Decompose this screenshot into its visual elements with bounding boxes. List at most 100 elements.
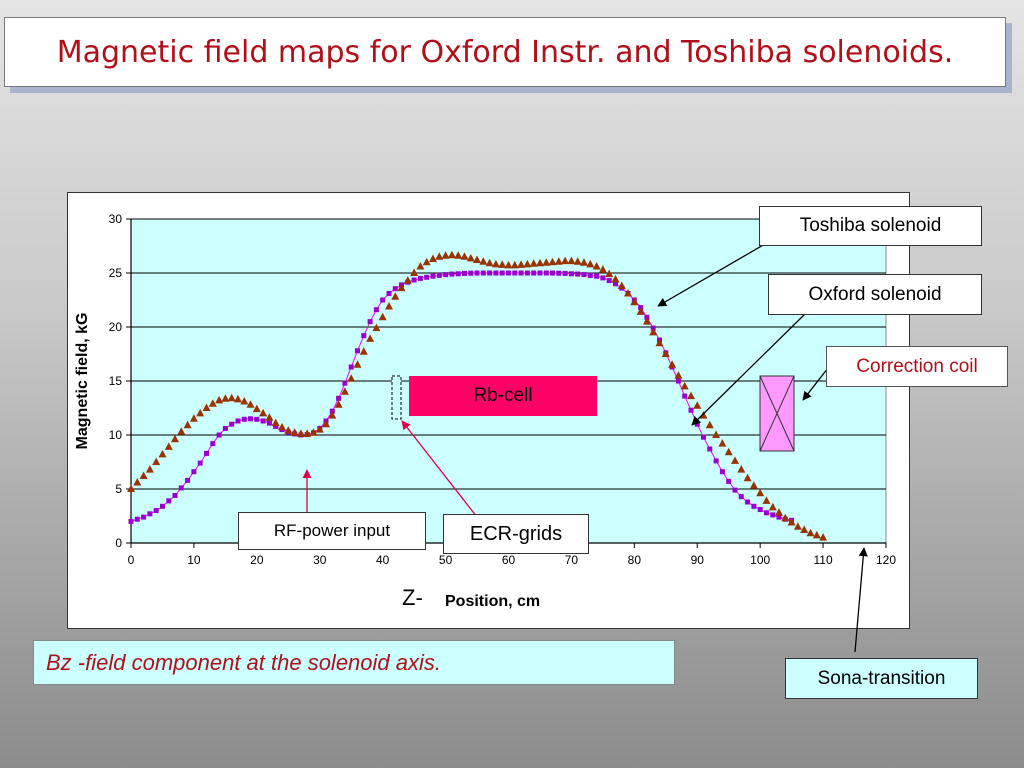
oxford-data-point — [682, 393, 688, 399]
oxford-data-point — [185, 477, 191, 483]
oxford-data-point — [160, 503, 165, 509]
oxford-data-point — [367, 319, 373, 325]
toshiba-data-point — [391, 292, 400, 300]
toshiba-data-point — [649, 327, 658, 336]
y-tick-label: 15 — [109, 374, 123, 388]
oxford-data-point — [499, 270, 505, 276]
ecr-grids-callout-label: ECR-grids — [469, 522, 563, 545]
z-prefix-label: Z- — [402, 585, 423, 610]
oxford-data-point — [273, 423, 279, 429]
toshiba-data-point — [296, 429, 305, 437]
oxford-data-point — [436, 272, 442, 278]
oxford-data-point — [443, 272, 449, 278]
toshiba-data-point — [265, 413, 274, 421]
toshiba-data-point — [315, 425, 324, 433]
toshiba-data-point — [542, 258, 551, 266]
oxford-data-point — [361, 333, 367, 339]
x-axis-label: Position, cm — [445, 593, 540, 610]
oxford-data-point — [172, 493, 178, 498]
toshiba-data-point — [196, 408, 205, 417]
y-tick-label: 5 — [115, 482, 122, 496]
toshiba-data-point — [491, 259, 500, 268]
x-tick-label: 60 — [502, 553, 516, 567]
toshiba-data-point — [680, 381, 689, 390]
oxford-data-point — [166, 498, 172, 504]
y-axis-label: Magnetic field, kG — [74, 313, 91, 450]
toshiba-data-point — [586, 259, 595, 268]
toshiba-data-point — [215, 395, 224, 404]
toshiba-callout-label: Toshiba solenoid — [799, 215, 942, 236]
toshiba-data-point — [385, 302, 393, 310]
toshiba-data-point — [731, 456, 739, 464]
toshiba-data-point — [303, 429, 312, 437]
x-tick-label: 30 — [313, 553, 327, 567]
toshiba-data-point — [278, 422, 286, 431]
toshiba-data-point — [328, 411, 337, 419]
slide-title-box: Magnetic field maps for Oxford Instr. an… — [4, 17, 1006, 87]
toshiba-data-point — [642, 317, 651, 325]
ecr-grids-callout: ECR-grids — [443, 514, 589, 554]
toshiba-data-point — [359, 347, 368, 355]
toshiba-data-point — [573, 257, 582, 265]
oxford-data-point — [204, 450, 209, 456]
toshiba-data-point — [259, 408, 268, 417]
toshiba-data-point — [447, 250, 456, 259]
toshiba-data-point — [441, 251, 450, 259]
toshiba-data-point — [781, 513, 790, 522]
toshiba-data-point — [510, 260, 519, 269]
toshiba-data-point — [466, 253, 475, 262]
oxford-data-point — [487, 270, 493, 276]
x-tick-label: 40 — [376, 553, 390, 567]
toshiba-data-point — [806, 528, 815, 537]
y-tick-label: 0 — [115, 536, 122, 550]
slide-title: Magnetic field maps for Oxford Instr. an… — [56, 34, 954, 70]
oxford-data-point — [178, 485, 184, 491]
toshiba-data-point — [668, 360, 677, 368]
toshiba-data-point — [454, 251, 463, 259]
oxford-data-point — [424, 274, 430, 280]
oxford-data-point — [153, 508, 159, 514]
toshiba-data-point — [718, 439, 727, 447]
toshiba-data-point — [133, 478, 142, 486]
toshiba-data-point — [523, 259, 532, 268]
oxford-data-point — [134, 516, 140, 522]
correction-coil-callout: Correction coil — [826, 346, 1008, 387]
toshiba-data-point — [127, 484, 135, 492]
y-tick-label: 30 — [109, 212, 123, 226]
toshiba-data-point — [529, 259, 538, 267]
toshiba-data-point — [164, 442, 173, 450]
toshiba-series-points — [127, 250, 828, 541]
toshiba-data-point — [605, 269, 614, 278]
oxford-data-point — [562, 270, 568, 276]
oxford-data-point — [613, 281, 618, 287]
toshiba-data-point — [284, 426, 293, 434]
toshiba-data-point — [403, 276, 412, 284]
toshiba-data-point — [787, 518, 796, 526]
oxford-data-point — [776, 514, 782, 520]
toshiba-data-point — [561, 256, 570, 265]
toshiba-data-point — [554, 257, 563, 265]
oxford-data-point — [210, 441, 216, 447]
toshiba-data-point — [819, 533, 828, 541]
toshiba-data-point — [252, 404, 261, 413]
toshiba-data-point — [624, 289, 632, 297]
oxford-data-point — [222, 426, 228, 431]
x-tick-label: 110 — [814, 553, 833, 567]
toshiba-data-point — [762, 496, 771, 504]
x-tick-label: 10 — [187, 553, 201, 567]
oxford-data-point — [355, 348, 360, 354]
toshiba-data-point — [240, 397, 249, 405]
oxford-data-point — [474, 270, 480, 276]
oxford-data-point — [348, 364, 354, 370]
toshiba-data-point — [674, 371, 683, 379]
oxford-data-point — [726, 478, 732, 484]
toshiba-data-point — [189, 414, 198, 422]
toshiba-data-point — [429, 254, 437, 262]
oxford-data-point — [707, 446, 713, 452]
toshiba-data-point — [221, 394, 230, 402]
oxford-data-point — [675, 378, 681, 384]
toshiba-data-point — [309, 428, 318, 436]
oxford-data-point — [606, 278, 612, 284]
toshiba-data-point — [416, 262, 425, 270]
oxford-data-point — [216, 432, 222, 438]
